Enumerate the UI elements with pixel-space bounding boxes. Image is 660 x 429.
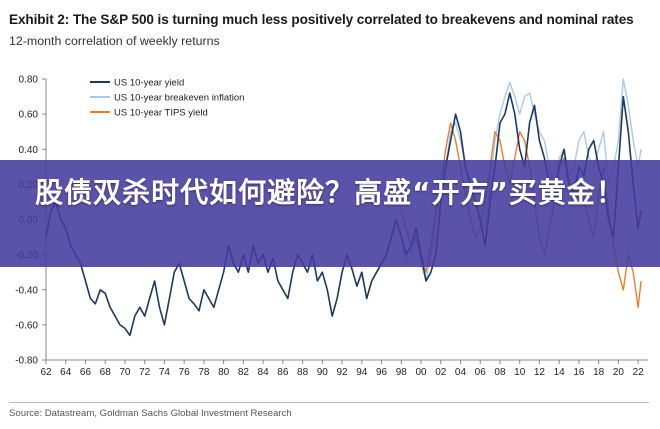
x-tick-label: 16 [573,367,585,378]
x-tick-label: 98 [396,367,408,378]
chart-legend: US 10-year yield US 10-year breakeven inf… [90,78,244,119]
x-tick-label: 06 [475,367,487,378]
source-note: Source: Datastream, Goldman Sachs Global… [9,408,292,419]
x-tick-label: 14 [554,367,566,378]
x-tick-label: 96 [376,367,388,378]
y-tick-label: 0.60 [19,110,39,121]
x-tick-label: 02 [435,367,447,378]
x-tick-label: 68 [100,367,112,378]
legend-label: US 10-year breakeven inflation [114,93,244,104]
x-tick-label: 12 [534,367,546,378]
x-tick-label: 62 [40,367,52,378]
y-tick-label: 0.80 [19,75,39,86]
y-tick-label: -0.80 [15,356,38,367]
x-tick-label: 92 [337,367,349,378]
x-tick-label: 74 [159,367,171,378]
x-tick-label: 90 [317,367,329,378]
y-tick-label: -0.40 [15,285,38,296]
x-tick-label: 78 [198,367,210,378]
x-axis-tick-labels: 62 64 66 68 70 72 74 76 78 80 82 84 86 88 90 92 94 96 98 00… [40,367,644,378]
y-tick-label: 0.40 [19,145,39,156]
chart-title: Exhibit 2: The S&P 500 is turning much l… [9,12,634,27]
x-tick-label: 22 [633,367,645,378]
x-tick-label: 76 [179,367,191,378]
banner-headline: 股债双杀时代如何避险？高盛“开方”买黄金！ [35,176,625,209]
x-tick-label: 94 [356,367,368,378]
x-tick-label: 88 [297,367,309,378]
legend-label: US 10-year TIPS yield [114,108,208,119]
x-tick-label: 72 [139,367,151,378]
x-tick-label: 86 [277,367,289,378]
headline-banner: 股债双杀时代如何避险？高盛“开方”买黄金！ [0,160,660,267]
x-tick-label: 00 [415,367,427,378]
x-tick-label: 66 [80,367,92,378]
x-tick-label: 70 [119,367,131,378]
legend-label: US 10-year yield [114,78,184,89]
x-tick-label: 20 [613,367,625,378]
chart-subtitle: 12-month correlation of weekly returns [9,34,220,48]
y-tick-label: -0.60 [15,320,38,331]
x-tick-label: 10 [514,367,526,378]
x-tick-label: 84 [258,367,270,378]
x-tick-label: 64 [60,367,72,378]
footer-divider [9,402,649,403]
x-tick-label: 80 [218,367,230,378]
x-tick-label: 18 [593,367,605,378]
x-tick-label: 82 [238,367,250,378]
x-tick-label: 08 [494,367,506,378]
x-tick-label: 04 [455,367,467,378]
